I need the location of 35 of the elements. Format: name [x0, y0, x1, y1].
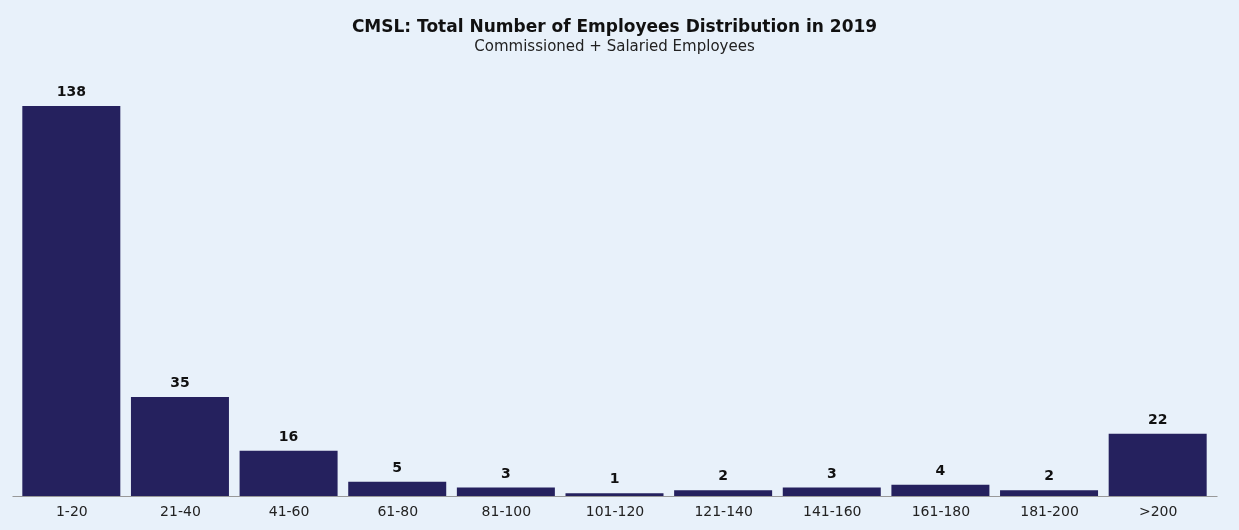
x-tick-label: 21-40 — [160, 502, 201, 519]
data-label: 5 — [392, 458, 403, 475]
data-label: 2 — [1044, 467, 1054, 484]
x-tick-label: 121-140 — [694, 502, 753, 519]
data-label: 22 — [1147, 410, 1168, 427]
x-tick-label: >200 — [1138, 502, 1178, 519]
bar — [782, 487, 881, 496]
x-tick-label: 41-60 — [268, 502, 310, 519]
x-tick-label: 81-100 — [481, 502, 532, 519]
data-label: 16 — [278, 427, 299, 444]
x-tick-label: 61-80 — [377, 502, 419, 519]
bar — [239, 450, 338, 496]
bar — [456, 487, 555, 496]
chart-subtitle: Commissioned + Salaried Employees — [474, 37, 755, 55]
data-label: 35 — [170, 374, 190, 391]
x-tick-label: 1-20 — [55, 502, 88, 519]
chart-title: CMSL: Total Number of Employees Distribution in 2019 — [351, 16, 878, 36]
bar — [348, 481, 447, 496]
data-label: 138 — [56, 83, 86, 99]
x-tick-label: 141-160 — [803, 502, 862, 519]
x-tick-label: 181-200 — [1020, 502, 1079, 519]
bar — [22, 106, 121, 496]
x-tick-label: 161-180 — [911, 502, 971, 519]
bar — [891, 484, 990, 496]
bar — [1108, 433, 1207, 496]
bar — [1000, 490, 1099, 496]
x-tick-label: 101-120 — [585, 502, 645, 519]
bar — [674, 490, 773, 496]
data-label: 1 — [609, 470, 620, 487]
data-label: 4 — [935, 461, 946, 478]
bar — [565, 493, 664, 496]
data-label: 3 — [500, 464, 511, 481]
data-label: 3 — [826, 464, 837, 481]
data-label: 2 — [718, 467, 729, 484]
bar — [130, 397, 229, 496]
